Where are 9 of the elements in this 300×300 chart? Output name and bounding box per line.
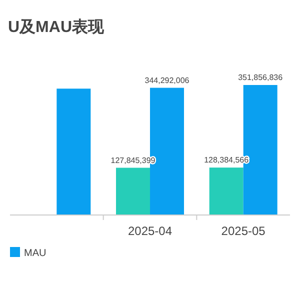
data-label: 351,856,836: [238, 73, 284, 82]
bar: [56, 88, 91, 215]
bar: [209, 168, 244, 215]
data-label: 344,292,006: [144, 76, 190, 85]
bar: [116, 168, 150, 215]
legend-label: MAU: [24, 248, 46, 259]
x-tick-label: 2025-04: [128, 224, 172, 238]
x-tick-label: 2025-05: [221, 224, 266, 238]
chart-title: U及MAU表现: [8, 18, 105, 36]
